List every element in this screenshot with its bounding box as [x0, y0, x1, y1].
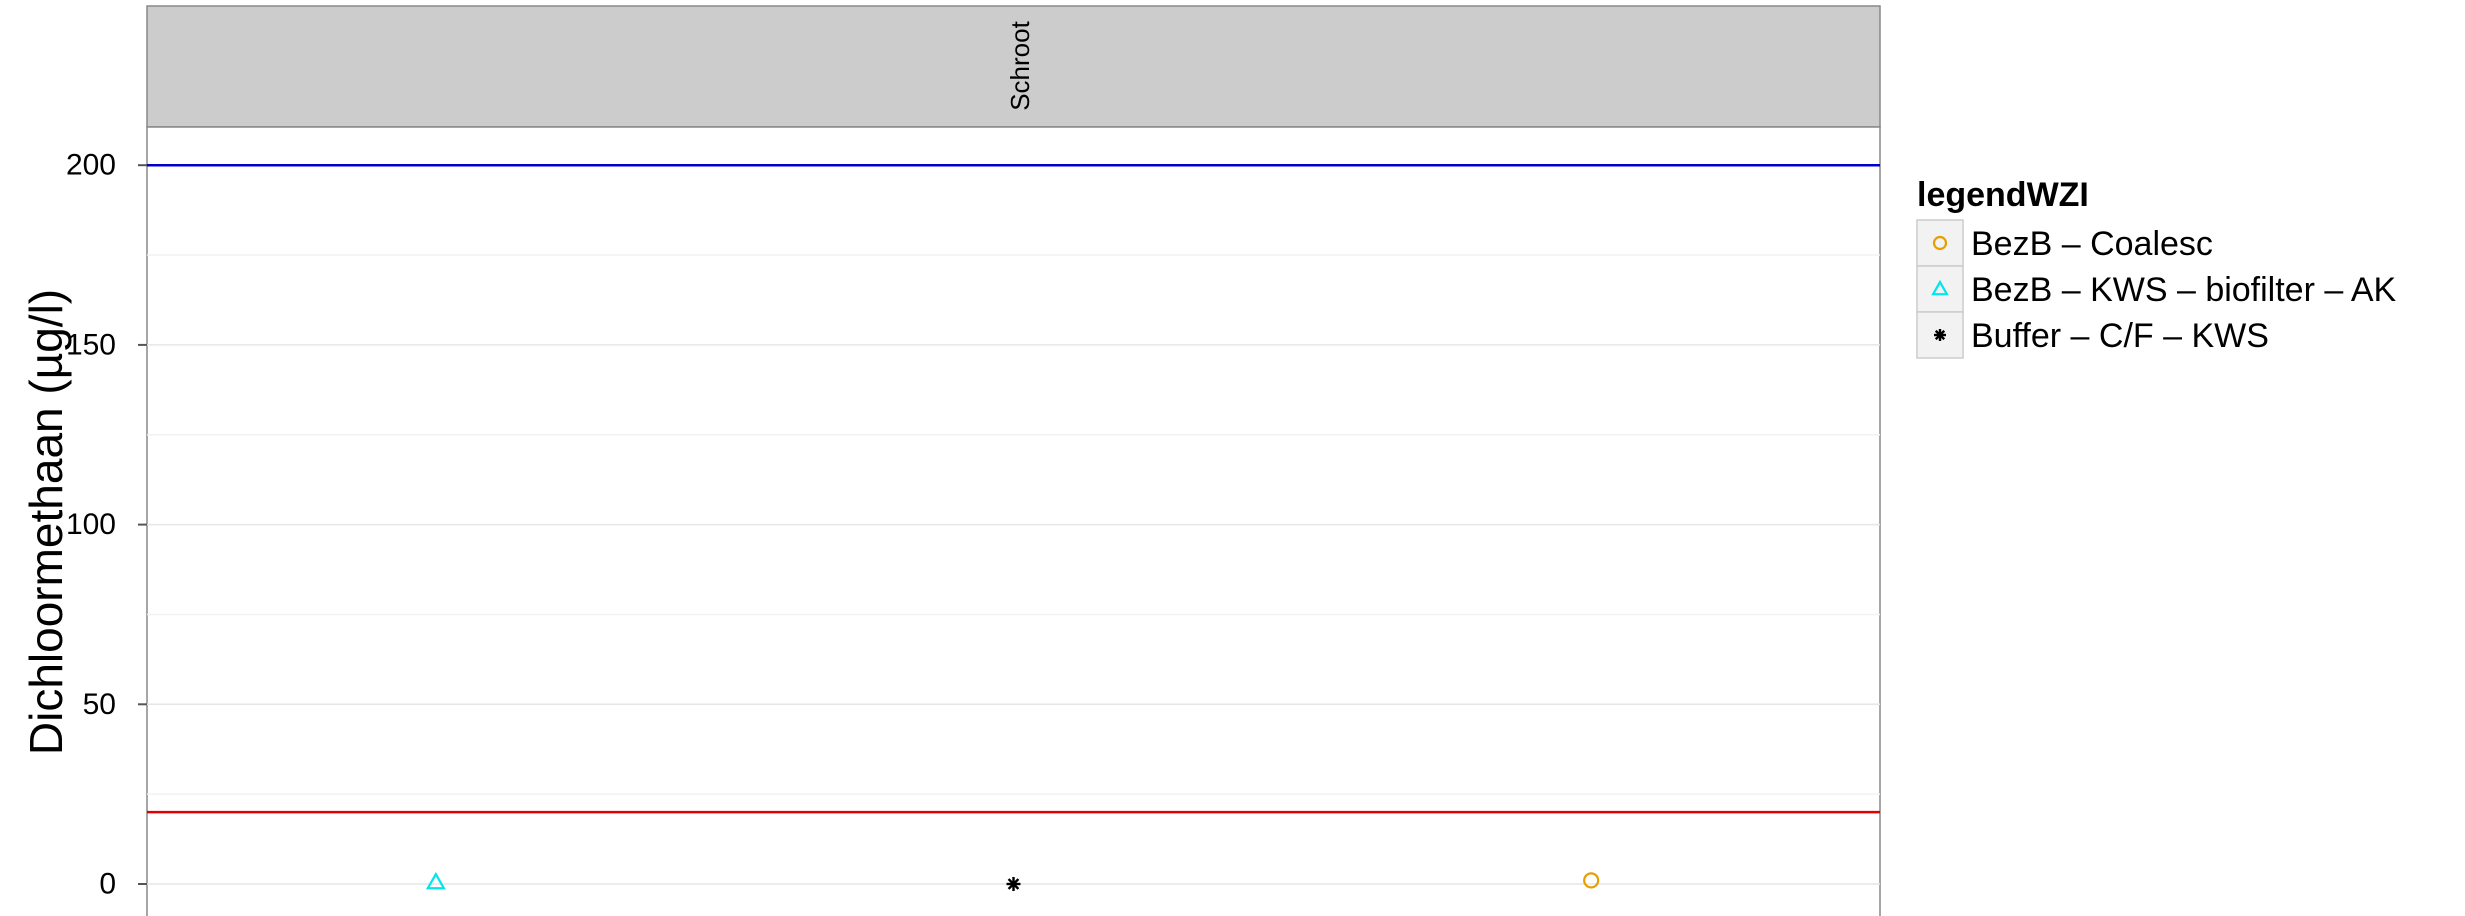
legend: legendWZI BezB – Coalesc BezB – KWS – bio…: [1916, 176, 2397, 359]
y-tick-label: 100: [66, 508, 116, 541]
legend-key: [1916, 219, 1964, 267]
data-point: [425, 871, 446, 890]
legend-key-symbol: [1932, 235, 1948, 251]
facet-strip-label: Schroot: [1005, 20, 1035, 110]
legend-key: [1916, 265, 1964, 313]
data-point: [1583, 872, 1600, 889]
reference-lines: [147, 163, 1880, 814]
legend-label: BezB – Coalesc: [1971, 225, 2213, 263]
plot-panel: [146, 126, 1881, 916]
legend-label: Buffer – C/F – KWS: [1971, 317, 2269, 355]
y-tick-label: 0: [99, 868, 116, 901]
data-points: [425, 871, 1600, 891]
y-axis-label: Dichloormethaan (µg/l): [20, 289, 72, 755]
legend-key-symbol: [1931, 279, 1949, 296]
y-tick-label: 50: [83, 688, 116, 721]
facet-strip: [146, 5, 1881, 128]
y-tick-label: 150: [66, 328, 116, 361]
data-point: [1006, 877, 1021, 891]
legend-title: legendWZI: [1917, 176, 2089, 214]
legend-label: BezB – KWS – biofilter – AK: [1971, 271, 2397, 309]
legend-key-symbol: [1934, 329, 1946, 341]
y-tick-label: 200: [66, 149, 116, 182]
y-axis: 0 50 100 150 200: [66, 149, 147, 901]
